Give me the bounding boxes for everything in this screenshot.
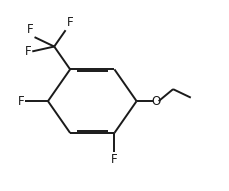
Text: F: F — [17, 95, 24, 108]
Text: O: O — [151, 95, 160, 108]
Text: F: F — [111, 153, 117, 166]
Text: F: F — [66, 16, 73, 29]
Text: F: F — [25, 45, 31, 58]
Text: F: F — [27, 23, 33, 36]
